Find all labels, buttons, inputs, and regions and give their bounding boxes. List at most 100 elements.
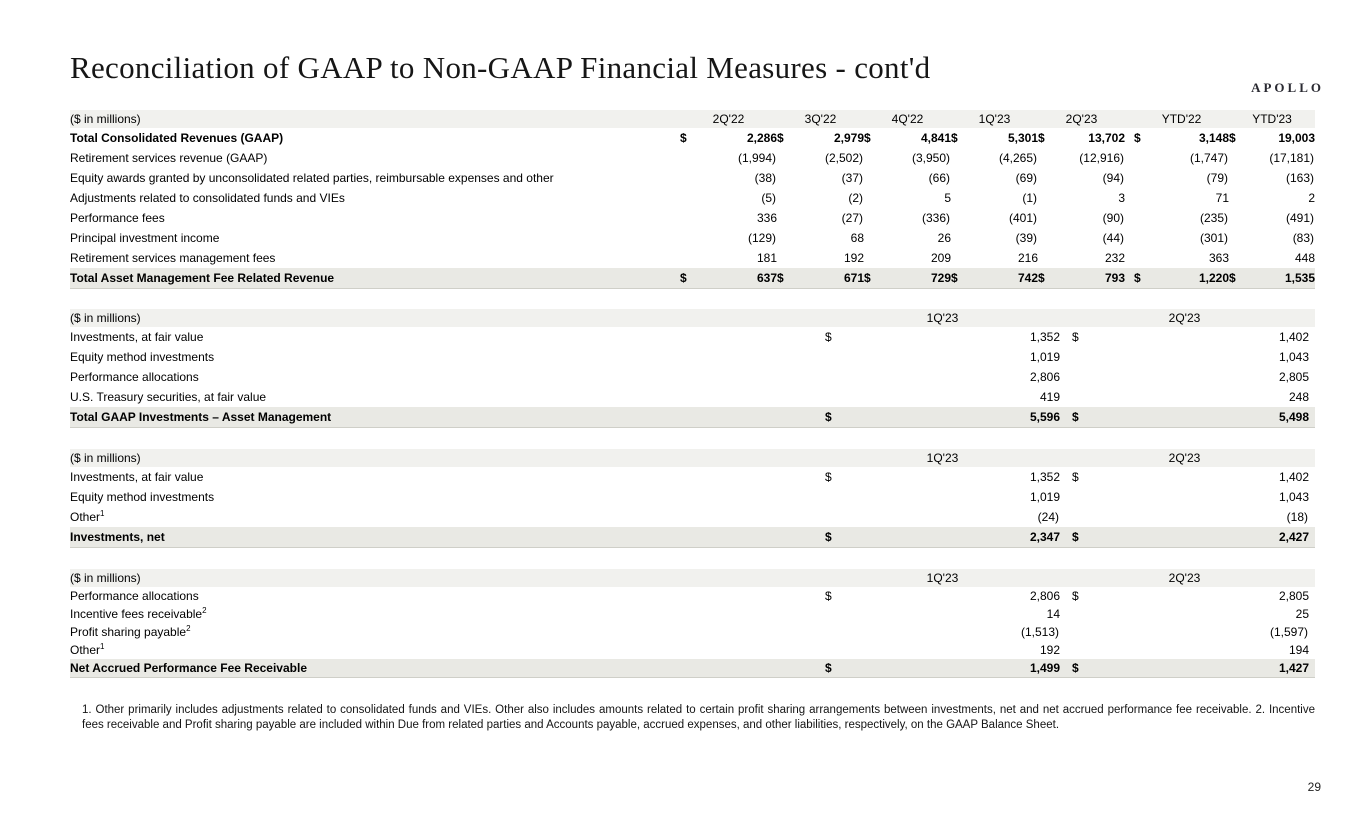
value-cell: 336 bbox=[756, 211, 777, 225]
dollar-sign: $ bbox=[1060, 407, 1088, 428]
value-cell: (18) bbox=[1286, 510, 1308, 524]
value-cell: 448 bbox=[1295, 251, 1316, 265]
table-row: Net Accrued Performance Fee Receivable $1… bbox=[70, 659, 1315, 678]
pad-cell bbox=[1309, 507, 1315, 527]
column-header: 2Q'23 bbox=[1038, 110, 1125, 128]
dollar-sign: $ bbox=[1038, 131, 1045, 145]
dollar-sign bbox=[951, 168, 969, 188]
dollar-sign bbox=[825, 487, 845, 507]
units-label: ($ in millions) bbox=[70, 569, 825, 587]
value-cell: 2,427 bbox=[1088, 527, 1309, 548]
value-cell: (83) bbox=[1292, 231, 1315, 245]
dollar-sign bbox=[680, 188, 698, 208]
table-net-accrued-performance-fee-receivable: ($ in millions) 1Q'23 2Q'23 Performance all… bbox=[70, 569, 1315, 678]
row-label: Other1 bbox=[70, 642, 105, 658]
value-cell: 1,220 bbox=[1152, 268, 1230, 289]
page-title: Reconciliation of GAAP to Non-GAAP Finan… bbox=[70, 50, 931, 85]
value-cell: 13,702 bbox=[1088, 131, 1125, 145]
revenue-reconciliation-table: ($ in millions) 2Q'22 3Q'22 4Q'22 1Q'23 2Q'23… bbox=[70, 110, 1316, 289]
dollar-sign bbox=[1134, 228, 1152, 248]
row-label: U.S. Treasury securities, at fair value bbox=[70, 390, 267, 404]
column-spacer bbox=[1125, 208, 1134, 228]
value-cell: 68 bbox=[850, 231, 864, 245]
dollar-sign bbox=[680, 148, 698, 168]
pad-cell bbox=[1309, 347, 1315, 367]
value-cell: 637 bbox=[698, 268, 777, 289]
table-total-asset-management-fee-related-revenue: ($ in millions) 2Q'22 3Q'22 4Q'22 1Q'23 2Q'23… bbox=[70, 110, 1316, 289]
table-row: Principal investment income (129) 68 26 (39)… bbox=[70, 228, 1315, 248]
dollar-sign: $ bbox=[1072, 470, 1079, 484]
value-cell: 232 bbox=[1104, 251, 1125, 265]
pad-cell bbox=[1309, 605, 1315, 623]
column-header: 1Q'23 bbox=[825, 449, 1060, 467]
row-label: Investments, at fair value bbox=[70, 330, 204, 344]
dollar-sign: $ bbox=[1060, 527, 1088, 548]
dollar-sign bbox=[1060, 367, 1088, 387]
dollar-sign: $ bbox=[1134, 268, 1152, 289]
dollar-sign bbox=[864, 148, 882, 168]
row-label: Equity method investments bbox=[70, 490, 215, 504]
table-row: Performance allocations 2,806 2,805 bbox=[70, 367, 1315, 387]
dollar-sign bbox=[1060, 507, 1088, 527]
value-cell: 216 bbox=[1017, 251, 1038, 265]
dollar-sign bbox=[1229, 168, 1247, 188]
row-label: Performance allocations bbox=[70, 370, 199, 384]
column-header: YTD'23 bbox=[1229, 110, 1316, 128]
dollar-sign bbox=[1060, 623, 1088, 641]
value-cell: 1,352 bbox=[1029, 330, 1060, 344]
dollar-sign bbox=[777, 248, 795, 268]
dollar-sign bbox=[1038, 168, 1056, 188]
pad-cell bbox=[1309, 569, 1315, 587]
column-header: 2Q'23 bbox=[1060, 569, 1309, 587]
dollar-sign bbox=[951, 248, 969, 268]
dollar-sign bbox=[1038, 148, 1056, 168]
dollar-sign bbox=[1060, 641, 1088, 659]
column-header: 1Q'23 bbox=[951, 110, 1038, 128]
table-row: U.S. Treasury securities, at fair value 4… bbox=[70, 387, 1315, 407]
dollar-sign: $ bbox=[864, 131, 871, 145]
pad-cell bbox=[1309, 659, 1315, 678]
dollar-sign bbox=[777, 148, 795, 168]
dollar-sign bbox=[825, 623, 845, 641]
pad-cell bbox=[1309, 487, 1315, 507]
investments-net-table: ($ in millions) 1Q'23 2Q'23 Investments, at… bbox=[70, 449, 1315, 548]
value-cell: 1,535 bbox=[1247, 268, 1316, 289]
dollar-sign bbox=[1134, 208, 1152, 228]
column-header: 2Q'23 bbox=[1060, 449, 1309, 467]
pad-cell bbox=[1309, 367, 1315, 387]
table-row: Total Asset Management Fee Related Reven… bbox=[70, 268, 1316, 289]
value-cell: 742 bbox=[969, 268, 1038, 289]
pad-cell bbox=[1309, 623, 1315, 641]
value-cell: 4,841 bbox=[920, 131, 951, 145]
dollar-sign bbox=[951, 228, 969, 248]
value-cell: 671 bbox=[795, 268, 864, 289]
value-cell: (90) bbox=[1102, 211, 1124, 225]
dollar-sign bbox=[777, 168, 795, 188]
dollar-sign: $ bbox=[825, 330, 832, 344]
table-row: Equity awards granted by unconsolidated … bbox=[70, 168, 1315, 188]
dollar-sign bbox=[1060, 347, 1088, 367]
value-cell: 1,427 bbox=[1088, 659, 1309, 678]
value-cell: 5,596 bbox=[845, 407, 1060, 428]
dollar-sign bbox=[680, 208, 698, 228]
row-label: Equity method investments bbox=[70, 350, 215, 364]
dollar-sign: $ bbox=[825, 470, 832, 484]
dollar-sign: $ bbox=[825, 589, 832, 603]
footnote: 1. Other primarily includes adjustments … bbox=[82, 704, 1315, 732]
dollar-sign: $ bbox=[680, 131, 687, 145]
value-cell: 363 bbox=[1208, 251, 1230, 265]
value-cell: 26 bbox=[937, 231, 951, 245]
dollar-sign bbox=[1060, 605, 1088, 623]
column-spacer bbox=[1125, 228, 1134, 248]
value-cell: (69) bbox=[1015, 171, 1037, 185]
dollar-sign bbox=[825, 367, 845, 387]
value-cell: 419 bbox=[1039, 390, 1060, 404]
value-cell: 181 bbox=[756, 251, 777, 265]
column-spacer bbox=[1125, 128, 1134, 148]
value-cell: (24) bbox=[1037, 510, 1059, 524]
dollar-sign: $ bbox=[825, 659, 845, 678]
dollar-sign bbox=[864, 228, 882, 248]
dollar-sign: $ bbox=[1229, 131, 1236, 145]
table-header-row: ($ in millions) 1Q'23 2Q'23 bbox=[70, 569, 1315, 587]
dollar-sign bbox=[825, 507, 845, 527]
